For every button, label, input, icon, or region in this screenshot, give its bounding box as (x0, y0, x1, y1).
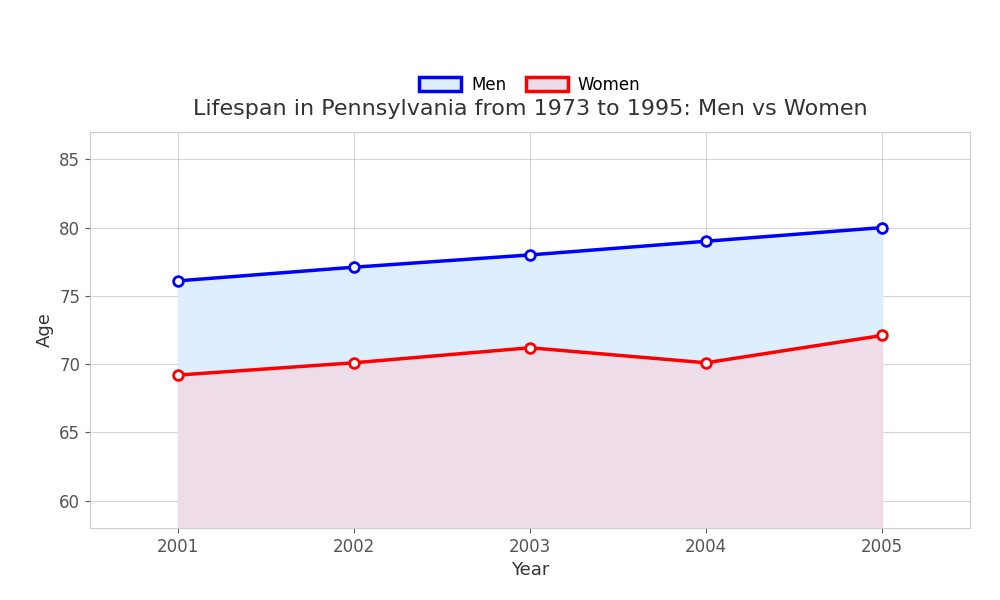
Title: Lifespan in Pennsylvania from 1973 to 1995: Men vs Women: Lifespan in Pennsylvania from 1973 to 19… (193, 100, 867, 119)
X-axis label: Year: Year (511, 561, 549, 579)
Y-axis label: Age: Age (36, 313, 54, 347)
Legend: Men, Women: Men, Women (413, 69, 647, 100)
